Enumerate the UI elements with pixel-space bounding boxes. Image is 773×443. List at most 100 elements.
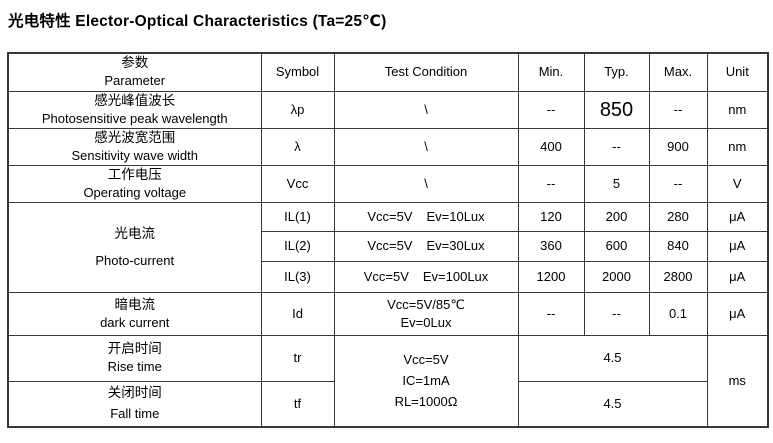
cond-photo-current-1-ev: Ev=10Lux — [426, 208, 485, 224]
symbol-operating-voltage: Vcc — [260, 164, 335, 203]
value-rise-time: 4.5 — [517, 334, 708, 382]
cond-photo-current-1-vcc: Vcc=5V — [367, 208, 413, 224]
param-dark-current-zh: 暗电流 — [114, 296, 156, 312]
cond-rise-fall-time: Vcc=5V IC=1mA RL=1000Ω — [333, 334, 519, 428]
min-photo-current-3: 1200 — [517, 260, 585, 293]
max-photo-current-2: 840 — [648, 230, 708, 262]
page-title: 光电特性 Elector-Optical Characteristics (Ta… — [8, 13, 387, 30]
min-photo-current-1: 120 — [517, 201, 585, 232]
col-header-parameter-en: Parameter — [104, 73, 166, 89]
min-peak-wavelength: -- — [517, 90, 585, 129]
row-peak-wavelength: 感光峰值波长 Photosensitive peak wavelength λp… — [7, 90, 769, 129]
param-operating-voltage: 工作电压 Operating voltage — [7, 164, 262, 203]
param-dark-current: 暗电流 dark current — [7, 291, 262, 336]
param-photo-current: 光电流 Photo-current — [7, 201, 262, 293]
col-header-unit: Unit — [706, 52, 769, 92]
param-operating-voltage-en: Operating voltage — [83, 184, 187, 200]
cond-photo-current-2-ev: Ev=30Lux — [426, 238, 485, 253]
row-photo-current-3: IL(3) Vcc=5V Ev=100Lux 1200 2000 2800 μA — [8, 260, 769, 293]
cond-photo-current-3: Vcc=5V Ev=100Lux — [333, 260, 519, 293]
row-wave-width: 感光波宽范围 Sensitivity wave width λ \ 400 --… — [7, 127, 769, 166]
symbol-photo-current-1: IL(1) — [260, 201, 335, 232]
cond-photo-current-3-vcc: Vcc=5V — [363, 268, 409, 284]
unit-photo-current-2: μA — [706, 230, 769, 262]
typ-photo-current-2: 600 — [583, 230, 650, 262]
param-rise-time-zh: 开启时间 — [107, 341, 162, 356]
param-photo-current-zh: 光电流 — [114, 225, 156, 241]
typ-photo-current-1: 200 — [583, 201, 650, 232]
max-photo-current-1: 280 — [648, 201, 708, 232]
param-peak-wavelength: 感光峰值波长 Photosensitive peak wavelength — [7, 90, 262, 129]
param-peak-wavelength-zh: 感光峰值波长 — [94, 92, 176, 108]
unit-rise-fall-time: ms — [706, 334, 769, 428]
cond-operating-voltage: \ — [333, 164, 519, 203]
param-rise-time-en: Rise time — [107, 359, 162, 374]
param-wave-width-zh: 感光波宽范围 — [94, 129, 176, 145]
row-photo-current-1: 光电流 Photo-current IL(1) Vcc=5V Ev=10Lux 1… — [7, 201, 769, 293]
electro-optical-characteristics-table: 参数 Parameter Symbol Test Condition Min. … — [7, 52, 769, 428]
col-header-max: Max. — [648, 52, 708, 92]
max-wave-width: 900 — [648, 127, 708, 166]
symbol-fall-time: tf — [260, 380, 335, 428]
param-operating-voltage-zh: 工作电压 — [107, 166, 162, 182]
symbol-photo-current-2: IL(2) — [260, 230, 335, 262]
cond-photo-current-1: Vcc=5V Ev=10Lux — [333, 201, 519, 232]
col-header-test-condition: Test Condition — [333, 52, 519, 92]
cond-rise-fall-line3: RL=1000Ω — [394, 393, 458, 409]
typ-operating-voltage: 5 — [583, 164, 650, 203]
col-header-min: Min. — [517, 52, 585, 92]
param-wave-width: 感光波宽范围 Sensitivity wave width — [7, 127, 262, 166]
cond-dark-current: Vcc=5V/85℃ Ev=0Lux — [333, 291, 519, 336]
max-dark-current: 0.1 — [648, 291, 708, 336]
cond-dark-current-line1: Vcc=5V/85℃ — [387, 296, 465, 312]
max-peak-wavelength: -- — [648, 90, 708, 129]
param-dark-current-en: dark current — [100, 314, 170, 330]
symbol-dark-current: Id — [260, 291, 335, 336]
param-photo-current-en: Photo-current — [95, 252, 175, 268]
cond-wave-width: \ — [333, 127, 519, 166]
param-peak-wavelength-en: Photosensitive peak wavelength — [41, 110, 228, 126]
cond-photo-current-2: Vcc=5V Ev=30Lux — [333, 230, 519, 262]
symbol-photo-current-3: IL(3) — [260, 260, 335, 293]
min-photo-current-2: 360 — [517, 230, 585, 262]
unit-operating-voltage: V — [706, 164, 769, 203]
header-row: 参数 Parameter Symbol Test Condition Min. … — [7, 52, 769, 92]
max-photo-current-3: 2800 — [648, 260, 708, 293]
cond-rise-fall-line1: Vcc=5V — [403, 351, 449, 367]
row-photo-current-2: IL(2) Vcc=5V Ev=30Lux 360 600 840 μA — [8, 230, 769, 262]
row-operating-voltage: 工作电压 Operating voltage Vcc \ -- 5 -- V — [7, 164, 769, 203]
typ-peak-wavelength: 850 — [583, 90, 650, 129]
min-operating-voltage: -- — [517, 164, 585, 203]
col-header-symbol: Symbol — [260, 52, 335, 92]
cond-peak-wavelength: \ — [333, 90, 519, 129]
param-fall-time: 关闭时间 Fall time — [7, 380, 262, 428]
cond-rise-fall-line2: IC=1mA — [402, 372, 450, 388]
unit-wave-width: nm — [706, 127, 769, 166]
row-fall-time: 关闭时间 Fall time tf 4.5 — [7, 380, 768, 428]
cond-photo-current-2-vcc: Vcc=5V — [367, 238, 413, 253]
param-fall-time-zh: 关闭时间 — [107, 385, 162, 401]
cond-photo-current-3-ev: Ev=100Lux — [422, 268, 489, 284]
row-dark-current: 暗电流 dark current Id Vcc=5V/85℃ Ev=0Lux -… — [7, 291, 769, 336]
symbol-wave-width: λ — [260, 127, 335, 166]
typ-dark-current: -- — [583, 291, 650, 336]
symbol-peak-wavelength: λp — [260, 90, 335, 129]
param-fall-time-en: Fall time — [110, 406, 160, 422]
cond-dark-current-line2: Ev=0Lux — [400, 314, 452, 330]
unit-photo-current-1: μA — [706, 201, 769, 232]
unit-photo-current-3: μA — [706, 260, 769, 293]
min-dark-current: -- — [517, 291, 585, 336]
symbol-rise-time: tr — [260, 334, 335, 382]
value-fall-time: 4.5 — [517, 380, 708, 428]
col-header-parameter: 参数 Parameter — [7, 52, 262, 92]
max-operating-voltage: -- — [648, 164, 708, 203]
param-wave-width-en: Sensitivity wave width — [71, 147, 198, 163]
typ-photo-current-3: 2000 — [583, 260, 650, 293]
unit-dark-current: μA — [706, 291, 769, 336]
col-header-typ: Typ. — [583, 52, 650, 92]
col-header-parameter-zh: 参数 — [121, 55, 149, 71]
param-rise-time: 开启时间 Rise time — [7, 334, 262, 382]
typ-wave-width: -- — [583, 127, 650, 166]
row-rise-time: 开启时间 Rise time tr Vcc=5V IC=1mA RL=1000Ω… — [7, 334, 769, 428]
